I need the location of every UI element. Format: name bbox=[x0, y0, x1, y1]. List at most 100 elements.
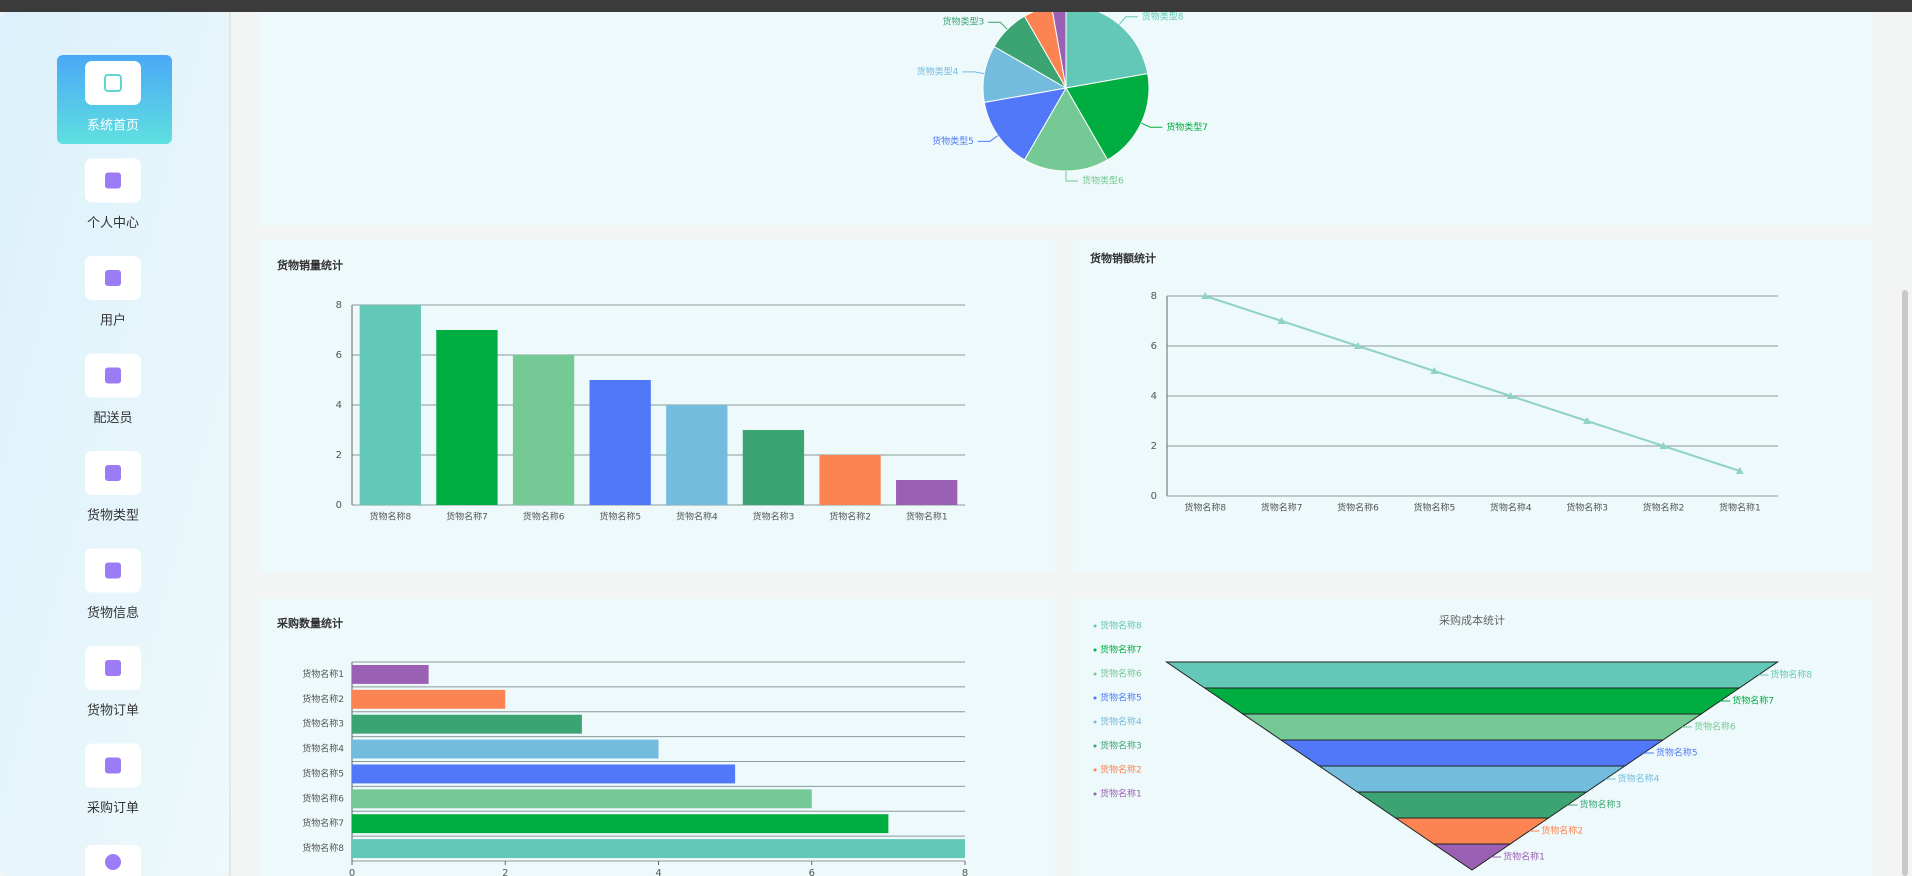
sidebar-border bbox=[229, 12, 231, 876]
scrollbar[interactable] bbox=[1902, 290, 1908, 876]
leader-line bbox=[977, 135, 999, 142]
menu-label[interactable]: 用户 bbox=[100, 313, 126, 329]
bar bbox=[436, 330, 498, 505]
funnel-segment bbox=[1241, 713, 1703, 741]
marker bbox=[1735, 467, 1744, 474]
menu-label[interactable]: 货物信息 bbox=[87, 605, 139, 621]
legend-marker[interactable] bbox=[1093, 744, 1097, 748]
y-tick-label: 货物名称1 bbox=[302, 668, 344, 680]
y-tick-label: 2 bbox=[1151, 441, 1157, 452]
y-tick-label: 8 bbox=[1151, 291, 1157, 302]
y-tick-label: 货物名称7 bbox=[302, 817, 344, 829]
pie-label: 货物类型6 bbox=[1082, 175, 1124, 187]
x-tick-label: 货物名称4 bbox=[676, 511, 718, 523]
bar bbox=[352, 739, 659, 759]
x-tick-label: 货物名称2 bbox=[829, 511, 871, 523]
menu-label[interactable]: 系统首页 bbox=[87, 119, 139, 134]
funnel-label: 货物名称2 bbox=[1541, 825, 1583, 837]
marker bbox=[1659, 442, 1668, 449]
x-tick-label: 货物名称3 bbox=[753, 511, 795, 523]
menu-icon bbox=[105, 367, 121, 384]
menu-icon bbox=[105, 270, 121, 286]
chart-title: 货物销量统计 bbox=[276, 258, 343, 272]
x-tick-label: 货物名称5 bbox=[599, 511, 641, 523]
legend-marker[interactable] bbox=[1093, 648, 1097, 652]
x-tick-label: 货物名称2 bbox=[1643, 502, 1685, 514]
funnel-segment bbox=[1279, 739, 1665, 767]
legend-marker[interactable] bbox=[1093, 720, 1097, 724]
menu-icon bbox=[105, 562, 121, 579]
legend-marker[interactable] bbox=[1093, 792, 1097, 796]
x-tick-label: 0 bbox=[349, 868, 355, 876]
y-tick-label: 货物名称3 bbox=[302, 718, 344, 730]
funnel-label: 货物名称5 bbox=[1656, 747, 1698, 759]
x-tick-label: 货物名称1 bbox=[906, 511, 948, 523]
menu-label[interactable]: 货物类型 bbox=[87, 508, 139, 524]
menu-icon bbox=[105, 172, 121, 189]
menu-label[interactable]: 配送员 bbox=[93, 411, 132, 426]
legend-label[interactable]: 货物名称8 bbox=[1100, 620, 1142, 632]
chart-title: 货物销额统计 bbox=[1089, 251, 1156, 265]
funnel-segment bbox=[1203, 687, 1741, 715]
y-tick-label: 6 bbox=[336, 350, 342, 361]
marker bbox=[1506, 392, 1515, 399]
y-tick-label: 6 bbox=[1151, 341, 1157, 352]
y-tick-label: 货物名称6 bbox=[302, 792, 344, 804]
sidebar bbox=[0, 12, 229, 876]
marker bbox=[1430, 367, 1439, 374]
legend-label[interactable]: 货物名称7 bbox=[1100, 644, 1142, 656]
bar bbox=[352, 839, 965, 859]
x-tick-label: 8 bbox=[962, 868, 968, 876]
funnel-segment bbox=[1317, 765, 1627, 793]
x-tick-label: 货物名称6 bbox=[1337, 502, 1379, 514]
leader-line bbox=[1118, 16, 1138, 25]
menu-label[interactable]: 货物订单 bbox=[87, 703, 139, 719]
x-tick-label: 货物名称5 bbox=[1413, 502, 1455, 514]
legend-label[interactable]: 货物名称1 bbox=[1100, 788, 1142, 800]
chart-title: 采购数量统计 bbox=[276, 616, 343, 630]
menu-label[interactable]: 个人中心 bbox=[87, 216, 139, 231]
marker bbox=[1277, 317, 1286, 324]
y-tick-label: 货物名称4 bbox=[302, 743, 344, 755]
menu-icon bbox=[104, 74, 122, 92]
y-tick-label: 货物名称5 bbox=[302, 767, 344, 779]
funnel-label: 货物名称8 bbox=[1770, 669, 1812, 681]
legend-label[interactable]: 货物名称2 bbox=[1100, 764, 1142, 776]
line bbox=[1204, 295, 1741, 472]
leader-line bbox=[988, 21, 1008, 30]
bar bbox=[352, 664, 429, 684]
menu-icon-box[interactable] bbox=[85, 61, 141, 105]
leader-line bbox=[962, 71, 985, 75]
y-tick-label: 2 bbox=[336, 450, 342, 461]
x-tick-label: 货物名称1 bbox=[1719, 502, 1761, 514]
panel bbox=[1073, 240, 1872, 573]
legend-label[interactable]: 货物名称6 bbox=[1100, 668, 1142, 680]
legend-marker[interactable] bbox=[1093, 768, 1097, 772]
funnel-segment bbox=[1164, 661, 1780, 689]
bar bbox=[589, 380, 651, 505]
legend-marker[interactable] bbox=[1093, 672, 1097, 676]
legend-label[interactable]: 货物名称4 bbox=[1100, 716, 1142, 728]
marker bbox=[1583, 417, 1592, 424]
legend-marker[interactable] bbox=[1093, 696, 1097, 700]
pie-label: 货物类型3 bbox=[943, 16, 985, 28]
legend-marker[interactable] bbox=[1093, 624, 1097, 628]
y-tick-label: 0 bbox=[1151, 491, 1157, 502]
x-tick-label: 货物名称3 bbox=[1566, 502, 1608, 514]
bar bbox=[896, 480, 958, 505]
pie-label: 货物类型8 bbox=[1142, 10, 1184, 22]
menu-icon bbox=[105, 465, 121, 481]
marker bbox=[1201, 292, 1210, 299]
pie-label: 货物类型5 bbox=[932, 135, 974, 147]
menu-label[interactable]: 采购订单 bbox=[87, 800, 139, 816]
leader-line bbox=[1141, 122, 1163, 128]
legend-label[interactable]: 货物名称5 bbox=[1100, 692, 1142, 704]
x-tick-label: 6 bbox=[809, 868, 815, 876]
x-tick-label: 2 bbox=[502, 868, 508, 876]
bar bbox=[352, 814, 889, 834]
bar bbox=[512, 355, 575, 505]
legend-label[interactable]: 货物名称3 bbox=[1100, 740, 1142, 752]
top-bar bbox=[0, 0, 1912, 12]
